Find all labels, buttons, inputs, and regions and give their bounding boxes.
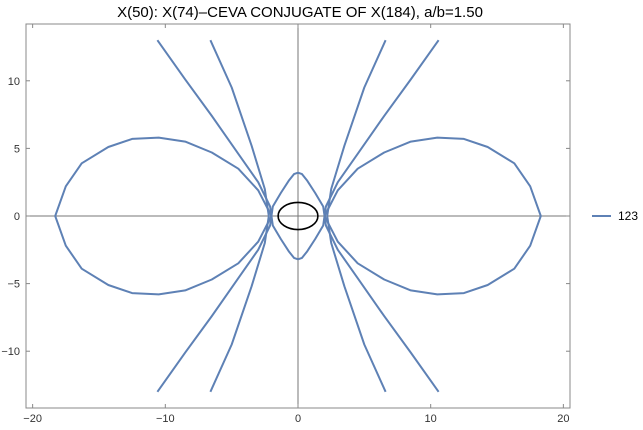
black-ellipse <box>277 201 319 231</box>
y-tick-label: 5 <box>14 143 20 155</box>
series-123-curve-2 <box>156 171 440 393</box>
x-tick-label: −10 <box>156 413 175 425</box>
axis-ticks: −20 −10 0 10 20 −10 −5 0 5 10 <box>1 24 570 425</box>
series-123-curve-5 <box>54 136 273 296</box>
legend-label-123: 123 <box>618 209 638 223</box>
y-tick-label: 10 <box>8 76 20 88</box>
series-123-curve-3 <box>209 39 270 393</box>
y-tick-label: −10 <box>1 346 20 358</box>
y-tick-label: 0 <box>14 211 20 223</box>
series-123-curves <box>54 39 542 393</box>
x-tick-label: 10 <box>425 413 437 425</box>
series-123-curve-1 <box>156 39 440 261</box>
x-tick-label: 0 <box>295 413 301 425</box>
series-123-curve-6 <box>323 136 542 296</box>
y-tick-label: −5 <box>7 279 20 291</box>
chart-title: X(50): X(74)–CEVA CONJUGATE OF X(184), a… <box>117 4 483 21</box>
ellipse-group <box>277 201 319 231</box>
x-tick-label: 20 <box>557 413 569 425</box>
x-tick-label: −20 <box>23 413 42 425</box>
axes <box>26 24 570 408</box>
legend: 123 <box>592 209 638 223</box>
series-123-curve-4 <box>326 39 387 393</box>
